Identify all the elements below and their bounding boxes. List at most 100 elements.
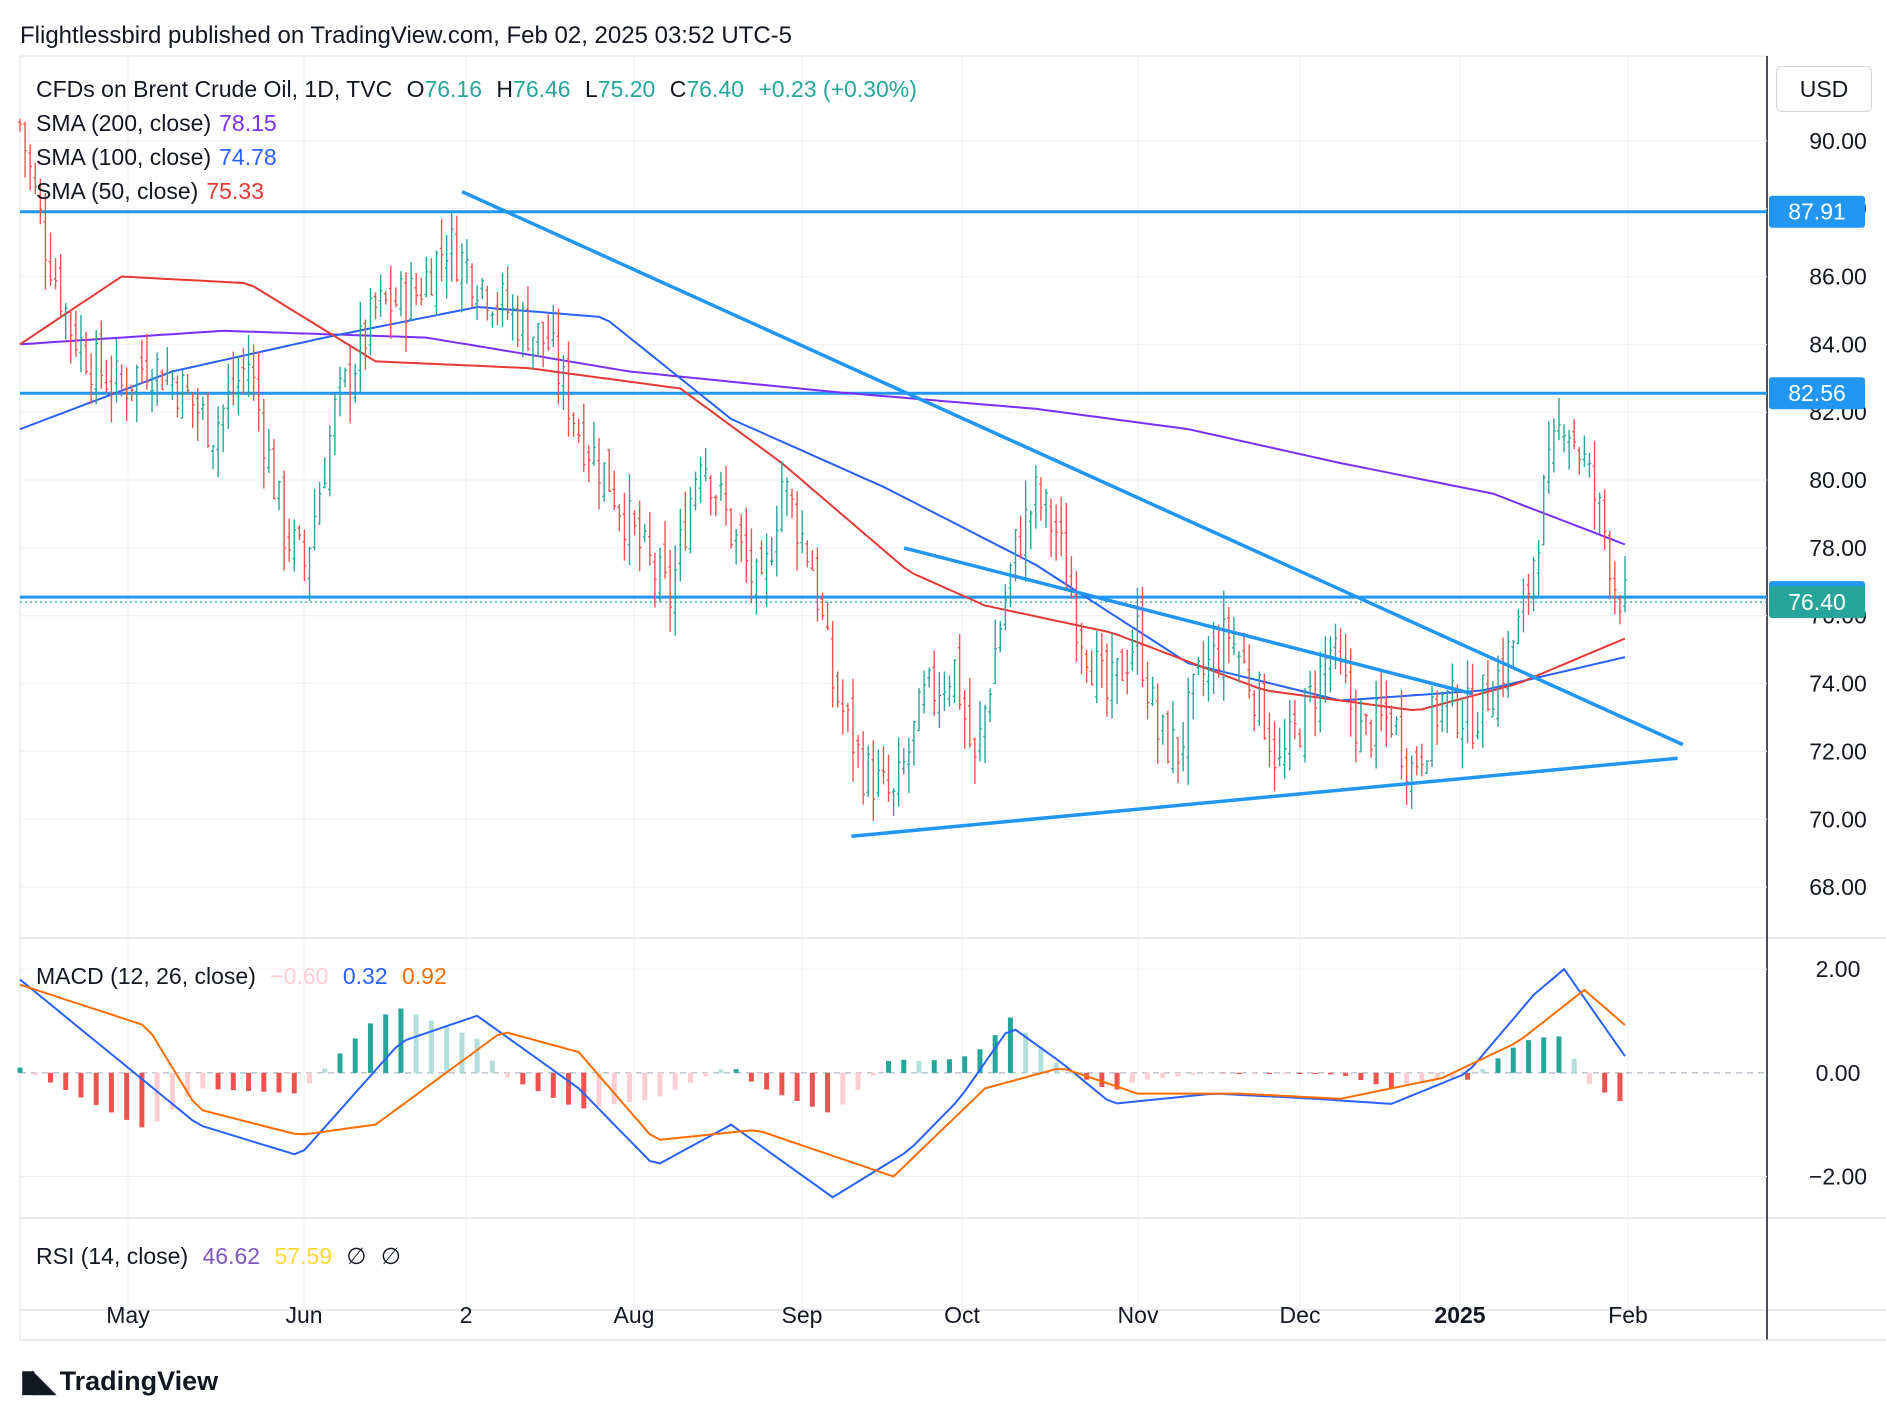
macd-histogram-bar: [977, 1049, 983, 1073]
macd-line-value: 0.32: [342, 963, 388, 989]
macd-histogram-bar: [1480, 1069, 1486, 1073]
macd-histogram-bar: [1388, 1072, 1394, 1089]
macd-histogram-bar: [718, 1069, 724, 1073]
macd-histogram-bar: [672, 1072, 678, 1090]
macd-histogram-bar: [185, 1072, 191, 1097]
x-tick-label: 2025: [1434, 1302, 1485, 1328]
footer-brand-text: TradingView: [59, 1366, 219, 1396]
macd-hist-value: −0.60: [270, 963, 329, 989]
macd-histogram-bar: [413, 1014, 419, 1073]
x-tick-label: Dec: [1280, 1302, 1321, 1328]
macd-histogram-bar: [946, 1059, 952, 1073]
macd-histogram-bar: [703, 1072, 709, 1077]
macd-histogram-bar: [444, 1026, 450, 1073]
x-tick-label: Jun: [285, 1302, 322, 1328]
y-tick-label: 72.00: [1809, 738, 1867, 764]
plot-frame: [19, 55, 1768, 1341]
change-value: +0.23 (+0.30%): [758, 76, 917, 102]
macd-histogram-bar: [17, 1067, 23, 1073]
macd-legend: MACD (12, 26, close) −0.60 0.32 0.92: [36, 963, 455, 990]
currency-button[interactable]: USD: [1776, 66, 1872, 112]
macd-y-tick-label: 2.00: [1816, 956, 1861, 982]
tradingview-logo-icon: ▮◣: [20, 1365, 56, 1398]
macd-histogram-bar: [352, 1038, 358, 1073]
rsi-label: RSI (14, close): [36, 1243, 189, 1269]
macd-histogram-bar: [992, 1035, 998, 1073]
macd-histogram-bar: [1297, 1072, 1303, 1075]
macd-histogram-bar: [200, 1072, 206, 1089]
macd-histogram-bar: [1556, 1036, 1562, 1073]
x-tick-label: May: [106, 1302, 150, 1328]
price-axis-label: 82.56: [1788, 380, 1846, 406]
macd-histogram-bar: [687, 1072, 693, 1084]
macd-histogram-bar: [474, 1038, 480, 1073]
macd-histogram-bar: [1434, 1072, 1440, 1080]
sma50-label: SMA (50, close): [36, 178, 199, 204]
sma100-line: [19, 305, 1626, 702]
macd-label: MACD (12, 26, close): [36, 963, 256, 989]
macd-histogram-bar: [459, 1032, 465, 1073]
price-axis-label-bg: [1769, 377, 1865, 410]
macd-histogram-bar: [1175, 1072, 1181, 1077]
macd-histogram-bar: [337, 1053, 343, 1073]
macd-histogram-bar: [322, 1068, 328, 1073]
macd-y-tick-label: 0.00: [1816, 1060, 1861, 1086]
macd-histogram-bar: [1206, 1072, 1212, 1074]
macd-histogram-bar: [1343, 1072, 1349, 1076]
macd-histogram-bar: [1053, 1062, 1059, 1073]
macd-histogram-bar: [1495, 1058, 1501, 1073]
macd-histogram-bar: [489, 1060, 495, 1073]
low-value: 75.20: [597, 76, 656, 102]
macd-histogram-bar: [779, 1072, 785, 1096]
macd-histogram-bar: [764, 1072, 770, 1090]
macd-histogram-bar: [657, 1072, 663, 1097]
macd-histogram-bar: [1023, 1032, 1029, 1073]
sma200-line: [19, 329, 1626, 546]
macd-histogram-bar: [139, 1072, 145, 1128]
macd-histogram-bar: [505, 1072, 511, 1078]
rsi-value: 46.62: [202, 1243, 261, 1269]
macd-histogram-bar: [215, 1072, 221, 1090]
symbol-label: CFDs on Brent Crude Oil, 1D, TVC: [36, 76, 393, 102]
macd-histogram-bar: [1327, 1072, 1333, 1075]
macd-histogram-bar: [1282, 1072, 1288, 1075]
macd-histogram-bar: [809, 1072, 815, 1107]
x-tick-label: Aug: [614, 1302, 655, 1328]
macd-histogram-bar: [261, 1072, 267, 1092]
macd-histogram-bar: [733, 1069, 739, 1073]
macd-histogram-bar: [1419, 1072, 1425, 1083]
high-label: H: [496, 76, 514, 102]
macd-histogram-bar: [611, 1072, 617, 1105]
sma100-legend: SMA (100, close) 74.78: [36, 144, 285, 171]
close-label: C: [669, 76, 687, 102]
y-tick-label: 86.00: [1809, 264, 1867, 290]
footer-brand[interactable]: ▮◣ TradingView: [20, 1364, 218, 1399]
macd-histogram-bar: [748, 1072, 754, 1082]
main-legend: CFDs on Brent Crude Oil, 1D, TVC O76.16 …: [36, 76, 925, 103]
macd-histogram-bar: [276, 1072, 282, 1093]
macd-histogram-bar: [1251, 1072, 1257, 1075]
macd-histogram-bar: [962, 1056, 968, 1073]
macd-histogram-bar: [642, 1072, 648, 1101]
macd-histogram-bar: [901, 1059, 907, 1073]
macd-histogram-bar: [1525, 1040, 1531, 1073]
macd-line: [19, 967, 1626, 1199]
price-axis-label: 76.40: [1788, 589, 1846, 615]
macd-histogram-bar: [307, 1072, 313, 1084]
y-tick-label: 68.00: [1809, 874, 1867, 900]
macd-histogram-bar: [1266, 1072, 1272, 1075]
macd-histogram-bar: [1114, 1072, 1120, 1090]
macd-histogram-bar: [291, 1072, 297, 1094]
macd-histogram-bar: [886, 1061, 892, 1073]
macd-histogram-bar: [1358, 1072, 1364, 1081]
y-tick-label: 70.00: [1809, 806, 1867, 832]
macd-histogram-bar: [550, 1072, 556, 1098]
macd-histogram-bar: [581, 1072, 587, 1109]
macd-histogram-bar: [1449, 1072, 1455, 1079]
low-label: L: [585, 76, 598, 102]
sma200-legend: SMA (200, close) 78.15: [36, 110, 285, 137]
macd-histogram-bar: [794, 1072, 800, 1101]
price-axis-label-bg: [1769, 586, 1865, 619]
